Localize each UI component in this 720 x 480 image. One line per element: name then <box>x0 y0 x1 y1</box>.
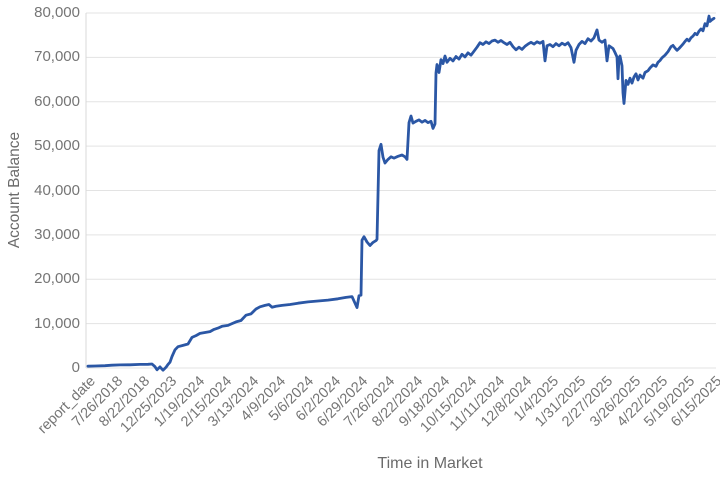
y-tick-label: 10,000 <box>34 314 80 332</box>
y-axis-title: Account Balance <box>6 131 23 249</box>
y-tick-label: 50,000 <box>34 137 80 155</box>
y-tick-label: 20,000 <box>34 270 80 288</box>
y-tick-label: 30,000 <box>34 225 80 243</box>
y-tick-label: 40,000 <box>34 181 80 199</box>
y-tick-label: 60,000 <box>34 92 80 110</box>
x-axis-title: Time in Market <box>377 455 483 472</box>
y-tick-label: 80,000 <box>34 4 80 21</box>
account-balance-line-series <box>86 14 716 372</box>
y-tick-label: 70,000 <box>34 48 80 66</box>
y-tick-label: 0 <box>71 359 80 376</box>
